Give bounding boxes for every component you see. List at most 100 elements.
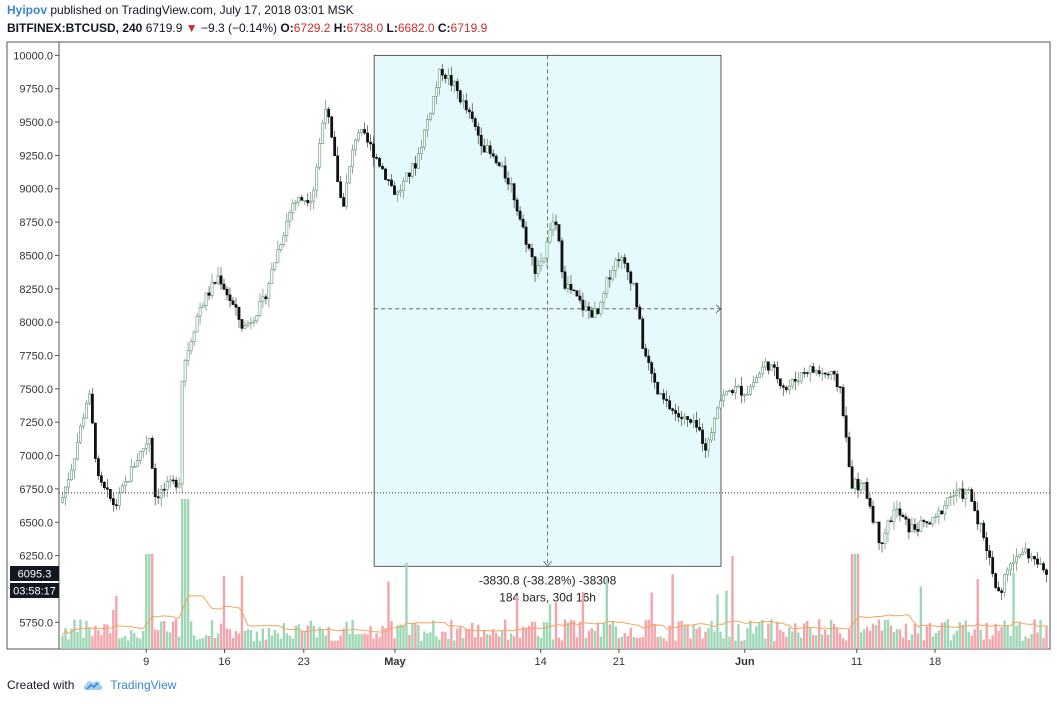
candle-body: [967, 489, 971, 491]
candle-body: [883, 532, 887, 544]
volume-bar: [859, 632, 863, 649]
volume-bar: [515, 595, 519, 649]
volume-bar: [644, 620, 647, 649]
candle-body: [653, 373, 657, 383]
volume-bar: [922, 640, 926, 649]
y-tick-label: 8750.0: [19, 217, 53, 229]
x-tick-label: 23: [298, 656, 310, 668]
candle-body: [656, 381, 660, 395]
volume-bar: [500, 630, 504, 649]
volume-bar: [70, 628, 73, 649]
y-tick-label: 7250.0: [19, 417, 53, 429]
close-label: C:: [437, 21, 451, 35]
volume-bar: [892, 631, 896, 649]
volume-bar: [168, 632, 172, 649]
volume-bar: [674, 640, 677, 649]
candle-body: [186, 350, 190, 361]
volume-bar: [776, 621, 779, 649]
chart-header-author: Hyipov published on TradingView.com, Jul…: [7, 3, 354, 17]
candle-body: [638, 306, 642, 320]
volume-bar: [288, 635, 292, 649]
volume-bar: [67, 639, 70, 649]
volume-bar: [820, 634, 824, 649]
volume-bar: [943, 621, 947, 649]
volume-bar: [261, 628, 265, 649]
volume-bar: [243, 630, 247, 649]
volume-bar: [378, 637, 381, 649]
volume-bar: [785, 636, 788, 649]
candle-body: [979, 522, 983, 525]
volume-bar: [393, 638, 396, 649]
candle-body: [1009, 563, 1013, 571]
candle-body: [922, 519, 926, 522]
open-label: O:: [280, 21, 294, 35]
volume-bar: [124, 635, 127, 649]
volume-bar: [910, 634, 914, 649]
volume-bar: [106, 624, 109, 649]
volume-bar: [118, 638, 121, 649]
volume-bar: [186, 499, 190, 649]
candle-body: [940, 510, 944, 515]
candle-body: [321, 122, 325, 144]
candle-body: [240, 319, 244, 329]
x-tick-label: 11: [851, 656, 862, 668]
volume-bar: [207, 635, 211, 649]
candle-body: [506, 177, 510, 185]
volume-bar: [411, 623, 414, 649]
candle-body: [997, 587, 1001, 592]
candle-body: [970, 489, 974, 502]
candle-body: [351, 149, 355, 167]
candle-body: [781, 385, 785, 388]
candle-body: [1021, 551, 1024, 555]
candle-body: [198, 307, 202, 317]
candle-body: [264, 296, 268, 300]
volume-bar: [174, 619, 178, 649]
candle-body: [605, 277, 609, 294]
candle-body: [114, 504, 118, 507]
candle-body: [1042, 563, 1045, 571]
candle-body: [874, 521, 878, 524]
candle-body: [108, 488, 112, 499]
candle-body: [440, 68, 444, 76]
open-value: 6729.2: [293, 21, 331, 35]
candle-body: [294, 201, 298, 204]
volume-bar: [530, 621, 534, 649]
volume-bar: [189, 621, 193, 649]
volume-bar: [659, 636, 662, 649]
volume-bar: [1009, 635, 1012, 649]
volume-bar: [195, 639, 199, 649]
volume-bar: [321, 629, 324, 649]
volume-bar: [267, 627, 271, 649]
volume-bar: [991, 635, 994, 649]
candle-body: [303, 199, 307, 202]
volume-bar: [901, 637, 905, 649]
volume-bar: [136, 637, 139, 649]
volume-bar: [417, 624, 420, 649]
candle-body: [288, 212, 292, 222]
author-name[interactable]: Hyipov: [7, 3, 48, 17]
candle-body: [850, 466, 854, 489]
measure-arrow-right-icon: [715, 304, 722, 314]
volume-bar: [315, 637, 318, 649]
volume-bar: [542, 621, 546, 649]
volume-bar: [94, 626, 97, 649]
volume-bar: [635, 637, 638, 649]
volume-bar: [276, 633, 280, 649]
candle-body: [629, 271, 633, 284]
volume-bar: [76, 631, 79, 649]
candle-body: [584, 306, 588, 311]
volume-bar: [491, 629, 495, 649]
volume-bar: [809, 626, 812, 649]
volume-bar: [629, 627, 632, 649]
countdown-badge-label: 03:58:17: [13, 586, 56, 598]
volume-bar: [527, 625, 531, 649]
candle-body: [327, 108, 331, 118]
volume-bar: [539, 637, 543, 649]
candle-body: [270, 268, 274, 285]
volume-bar: [494, 632, 498, 649]
candle-body: [728, 390, 731, 392]
volume-bar: [506, 639, 510, 649]
tradingview-link[interactable]: TradingView: [82, 678, 176, 692]
candle-body: [659, 393, 663, 395]
